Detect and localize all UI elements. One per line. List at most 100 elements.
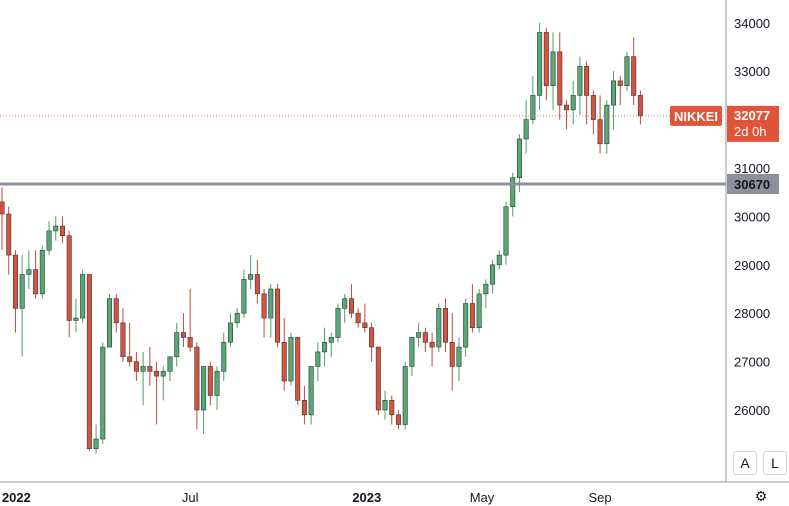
candle-body: [443, 308, 449, 343]
price-tick-label: 34000: [734, 16, 770, 31]
candle: [362, 303, 368, 333]
candle-body: [597, 119, 603, 145]
time-axis[interactable]: 2022 Jul 2023 May Sep: [2, 490, 612, 505]
candle: [201, 366, 207, 435]
candle-body: [234, 312, 240, 324]
candle-body: [523, 119, 529, 140]
log-scale-button[interactable]: L: [763, 451, 787, 475]
candle-body: [207, 366, 213, 396]
candle-body: [281, 341, 287, 382]
candle: [611, 71, 617, 130]
candle: [355, 308, 361, 328]
time-tick-label: 2022: [2, 490, 31, 505]
candle: [26, 250, 32, 289]
candle: [443, 298, 449, 352]
candle: [604, 100, 610, 154]
bar-countdown: 2d 0h: [734, 124, 767, 139]
candle-body: [59, 225, 65, 237]
candle-body: [590, 95, 596, 120]
candle: [624, 51, 630, 91]
candle-body: [516, 138, 522, 178]
candle-body: [80, 274, 86, 319]
candle: [322, 327, 328, 367]
price-tick-label: 31000: [734, 161, 770, 176]
candle: [449, 313, 455, 391]
time-tick-label: Jul: [182, 490, 199, 505]
candle: [86, 274, 92, 452]
candle-body: [355, 312, 361, 324]
candle: [483, 279, 489, 309]
candle-body: [241, 279, 247, 314]
candle: [221, 332, 227, 381]
candle-body: [86, 274, 92, 450]
candle: [543, 27, 549, 101]
settings-gear-icon[interactable]: ⚙: [754, 488, 768, 504]
candle: [19, 255, 25, 357]
candle-body: [261, 293, 267, 319]
symbol-tag-label: NIKKEI: [674, 109, 718, 124]
candle-body: [537, 32, 543, 96]
candle-body: [221, 341, 227, 372]
candle: [637, 90, 643, 125]
candle-body: [604, 104, 610, 145]
candle-body: [422, 332, 428, 343]
price-axis[interactable]: 2600027000280002900030000310003200033000…: [734, 16, 770, 418]
candle-body: [362, 322, 368, 329]
candle-body: [288, 337, 294, 382]
candle-body: [496, 254, 502, 266]
candle-body: [167, 356, 173, 372]
candle: [39, 245, 45, 299]
candle-body: [315, 351, 321, 367]
candle: [496, 250, 502, 270]
candle-body: [12, 254, 18, 309]
candle: [416, 322, 422, 348]
candle: [584, 61, 590, 125]
candle: [295, 337, 301, 406]
candle-body: [6, 213, 12, 256]
candle-body: [120, 322, 126, 358]
candle: [335, 303, 341, 343]
candle-body: [543, 32, 549, 87]
candle-body: [402, 366, 408, 425]
candle: [382, 390, 388, 420]
candle: [315, 342, 321, 381]
candle: [409, 337, 415, 377]
candle-body: [611, 80, 617, 106]
candle-body: [570, 95, 576, 111]
horizontal-line-tag-box: [727, 173, 779, 194]
candle: [187, 289, 193, 352]
candle-body: [617, 80, 623, 87]
candle-body: [107, 298, 113, 348]
candle: [194, 342, 200, 430]
candle: [577, 56, 583, 115]
candle: [100, 342, 106, 444]
candle: [261, 289, 267, 338]
price-tick-label: 33000: [734, 64, 770, 79]
candle: [389, 395, 395, 425]
candle: [160, 366, 166, 401]
candle: [59, 216, 65, 244]
candle: [288, 332, 294, 386]
price-tick-label: 29000: [734, 258, 770, 273]
candle-body: [557, 51, 563, 106]
candle: [308, 366, 314, 425]
candle-body: [154, 370, 160, 377]
auto-scale-button[interactable]: A: [733, 451, 757, 475]
candle: [254, 259, 260, 304]
candle: [241, 269, 247, 319]
candle: [631, 37, 637, 106]
candle-body: [530, 95, 536, 120]
candle: [402, 361, 408, 430]
candle-body: [490, 264, 496, 285]
candle-body: [483, 283, 489, 295]
candle: [375, 346, 381, 415]
candle-body: [194, 346, 200, 411]
candle: [590, 90, 596, 135]
candle-body: [174, 332, 180, 358]
candle-body: [93, 438, 99, 450]
candle: [456, 337, 462, 381]
candle: [0, 187, 5, 251]
candle-body: [322, 341, 328, 353]
candle-body: [133, 361, 139, 372]
candle-body: [147, 366, 153, 372]
